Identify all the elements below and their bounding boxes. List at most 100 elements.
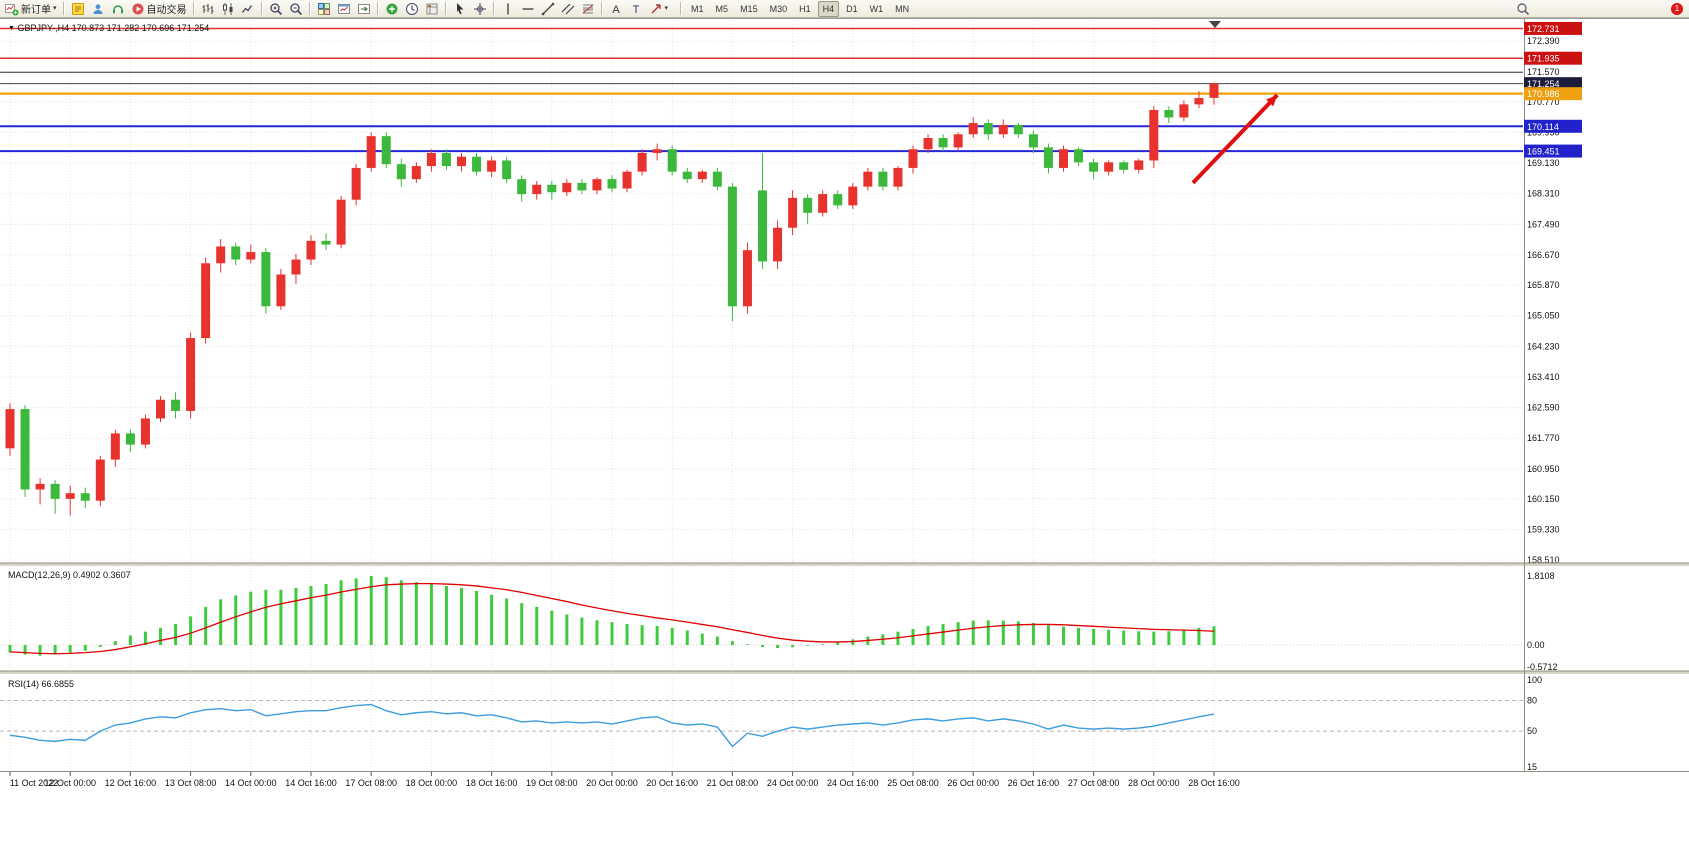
search-icon [1517, 3, 1530, 16]
autotrading-button[interactable]: 自动交易 [128, 1, 190, 17]
panel-splitter[interactable] [0, 563, 1689, 566]
time-axis-label: 21 Oct 08:00 [707, 778, 759, 788]
time-axis-label: 19 Oct 08:00 [526, 778, 578, 788]
horizontal-line-icon [522, 7, 534, 10]
collapse-indicator-icon[interactable]: ▼ [8, 25, 15, 32]
template-button[interactable] [422, 1, 442, 17]
text-button[interactable]: A [606, 1, 626, 17]
price-axis-label: 165.870 [1527, 280, 1560, 290]
price-tag-label: 169.451 [1527, 147, 1560, 157]
price-axis-label: 164.230 [1527, 341, 1560, 351]
macd-signal-line [9, 583, 1215, 655]
periods-icon [405, 2, 418, 15]
time-axis-label: 13 Oct 08:00 [165, 778, 217, 788]
search-button[interactable] [1513, 1, 1533, 17]
price-axis-label: 163.410 [1527, 372, 1560, 382]
timeframe-buttons: M1 M5 M15 M30 H1 H4 D1 W1 MN [677, 0, 915, 17]
bar-chart-icon [202, 3, 214, 14]
equidistant-channel-button[interactable] [558, 1, 578, 17]
tile-windows-icon [317, 2, 330, 15]
timeframe-h1-button[interactable]: H1 [799, 3, 811, 14]
bar-chart-button[interactable] [198, 1, 218, 17]
rsi-axis-label: 100 [1527, 675, 1542, 685]
mql-editor-button[interactable] [68, 1, 88, 17]
timeframe-m15-button[interactable]: M15 [740, 3, 758, 14]
panel-splitter[interactable] [0, 671, 1689, 674]
mql-editor-icon [71, 2, 84, 15]
line-chart-button[interactable] [238, 1, 258, 17]
macd-axis-label: 0.00 [1527, 640, 1545, 650]
label-button[interactable]: T [626, 1, 646, 17]
svg-text:A: A [612, 4, 620, 16]
template-icon [426, 3, 438, 14]
candlestick-icon [222, 2, 233, 15]
timeframe-mn-button[interactable]: MN [895, 3, 910, 14]
periods-button[interactable] [402, 1, 422, 17]
toolbar-separator [260, 2, 263, 15]
horizontal-line-button[interactable] [518, 1, 538, 17]
toolbar-separator [376, 2, 379, 15]
zoom-out-button[interactable] [286, 1, 306, 17]
notification-badge[interactable]: 1 [1671, 3, 1683, 15]
chart-shift-button[interactable] [354, 1, 374, 17]
arrows-button[interactable]: ▾ [646, 1, 672, 17]
toolbar-separator [62, 2, 65, 15]
price-axis-label: 161.770 [1527, 433, 1560, 443]
rsi-label: RSI(14) 66.6855 [8, 679, 75, 689]
chart-shift-marker[interactable] [1209, 21, 1221, 28]
price-tag-label: 171.935 [1527, 54, 1560, 64]
new-chart-icon [337, 3, 350, 14]
new-chart-button[interactable] [334, 1, 354, 17]
candlestick-button[interactable] [218, 1, 238, 17]
autotrading-icon [132, 3, 144, 14]
candlesticks [5, 82, 1219, 516]
time-axis-label: 28 Oct 16:00 [1188, 778, 1240, 788]
zoom-in-icon [269, 2, 282, 15]
trendline-button[interactable] [538, 1, 558, 17]
price-tag-label: 170.114 [1527, 122, 1559, 132]
price-axis-label: 160.950 [1527, 464, 1560, 474]
text-icon: A [612, 4, 620, 16]
new-order-button[interactable]: 新订单 ▾ [2, 1, 60, 17]
time-axis-label: 17 Oct 08:00 [345, 778, 397, 788]
fibonacci-button[interactable] [578, 1, 598, 17]
equidistant-channel-icon [561, 3, 574, 14]
timeframe-m1-button[interactable]: M1 [691, 3, 704, 14]
rsi-axis-label: 15 [1527, 762, 1537, 772]
timeframe-d1-button[interactable]: D1 [846, 3, 858, 14]
timeframe-h4-button[interactable]: H4 [817, 0, 840, 17]
vertical-line-button[interactable] [498, 1, 518, 17]
price-axis-label: 172.390 [1527, 36, 1560, 46]
horizontal-level-lines[interactable] [0, 27, 1523, 153]
line-chart-icon [241, 4, 252, 13]
zoom-out-icon [289, 2, 302, 15]
time-axis-label: 14 Oct 16:00 [285, 778, 337, 788]
timeframe-m5-button[interactable]: M5 [715, 3, 729, 14]
price-axis-label: 166.670 [1527, 250, 1560, 260]
tile-windows-button[interactable] [314, 1, 334, 17]
crosshair-button[interactable] [470, 1, 490, 17]
timeframe-m30-button[interactable]: M30 [769, 3, 788, 14]
price-tag-label: 171.254 [1527, 79, 1560, 89]
crosshair-icon [473, 2, 486, 15]
price-axis-label: 160.150 [1527, 494, 1560, 504]
toolbar-separator [308, 2, 311, 15]
profiles-button[interactable] [88, 1, 108, 17]
new-order-label: 新订单 [21, 5, 51, 16]
add-indicator-button[interactable] [382, 1, 402, 17]
timeframe-w1-button[interactable]: W1 [869, 3, 884, 14]
macd-label: MACD(12,26,9) 0.4902 0.3607 [8, 570, 131, 580]
macd-axis-label: -0.5712 [1527, 662, 1558, 672]
new-order-icon [5, 3, 19, 15]
support-button[interactable] [108, 1, 128, 17]
rsi-axis-label: 80 [1527, 695, 1537, 705]
zoom-in-button[interactable] [266, 1, 286, 17]
macd-panel: 1.8108 0.00 -0.5712 [0, 571, 1558, 672]
trend-arrow[interactable] [1191, 93, 1279, 185]
price-axis-label: 165.050 [1527, 311, 1560, 321]
support-icon [112, 4, 123, 13]
cursor-button[interactable] [450, 1, 470, 17]
price-tag-label: 172.731 [1527, 24, 1560, 34]
